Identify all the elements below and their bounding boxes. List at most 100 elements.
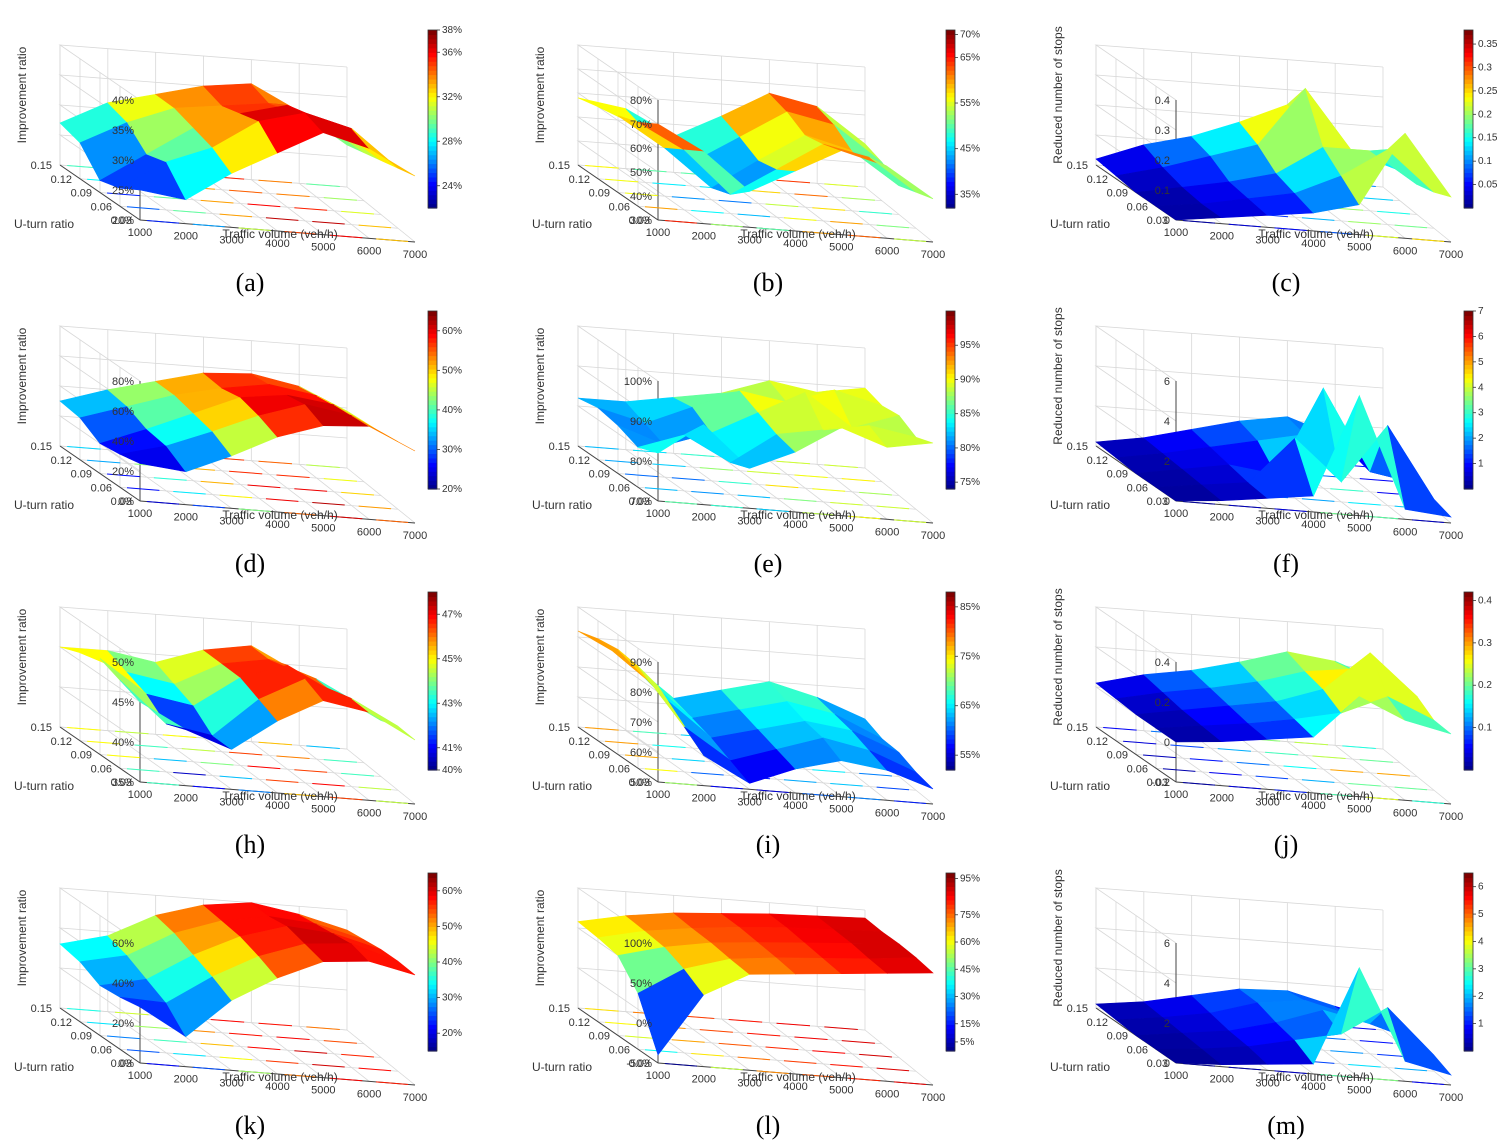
colorbar-segment — [1464, 61, 1473, 67]
contour-segment — [585, 727, 619, 731]
colorbar-segment — [428, 83, 437, 89]
colorbar-segment — [428, 190, 437, 196]
colorbar-segment — [428, 618, 437, 624]
surface-patch — [1340, 966, 1406, 1062]
colorbar-segment — [1464, 101, 1473, 107]
chart-b: 30% 40% 50% 60% 70% 80% 1000 2000 3000 4000 5000 60… — [532, 30, 980, 261]
colorbar-segment — [1464, 975, 1473, 981]
colorbar-segment — [1464, 743, 1473, 749]
contour-segment — [718, 1042, 752, 1047]
colorbar-segment — [428, 632, 437, 638]
contour-segment — [146, 1063, 179, 1067]
surface-patch — [351, 698, 416, 741]
colorbar-segment — [946, 346, 955, 352]
colorbar-segment — [428, 908, 437, 914]
y-axis-label: U-turn ratio — [532, 217, 592, 231]
contour-segment — [737, 1056, 771, 1061]
contour-segment — [126, 487, 160, 491]
colorbar-segment — [1464, 163, 1473, 169]
x-tick-label: 5000 — [1347, 242, 1371, 254]
colorbar-segment — [1464, 444, 1473, 450]
colorbar-tick-label: 0.25 — [1478, 86, 1498, 97]
colorbar-segment — [946, 38, 955, 44]
contour-segment — [258, 1022, 293, 1027]
colorbar-segment — [428, 997, 437, 1003]
colorbar-segment — [428, 926, 437, 932]
colorbar-tick-label: 28% — [442, 136, 462, 147]
colorbar-tick-label: 95% — [960, 873, 980, 884]
colorbar-tick-label: 45% — [442, 654, 462, 665]
y-tick-label: 0.06 — [91, 201, 112, 213]
surface-patch — [351, 128, 416, 177]
colorbar-segment — [428, 333, 437, 339]
y-axis-label: U-turn ratio — [14, 779, 74, 793]
colorbar-segment — [428, 185, 437, 191]
contour-segment — [747, 1032, 781, 1037]
panel-b: 30% 40% 50% 60% 70% 80% 1000 2000 3000 4000 5000 60… — [518, 20, 1018, 301]
colorbar-tick-label: 75% — [960, 651, 980, 662]
contour-segment — [747, 470, 781, 475]
contour-segment — [664, 1063, 697, 1067]
colorbar-segment — [946, 136, 955, 142]
contour-segment — [312, 782, 345, 787]
colorbar-segment — [428, 382, 437, 388]
colorbar-segment — [946, 913, 955, 919]
colorbar-segment — [428, 917, 437, 923]
contour-segment — [1320, 793, 1353, 797]
x-axis-label: Traffic volume (veh/h) — [222, 508, 337, 522]
contour-segment — [247, 203, 281, 208]
colorbar-tick-label: 60% — [442, 886, 462, 897]
x-tick-label: 1000 — [646, 789, 670, 801]
contour-segment — [1274, 508, 1307, 512]
x-axis-label: Traffic volume (veh/h) — [1258, 227, 1373, 241]
colorbar-segment — [428, 395, 437, 401]
contour-segment — [830, 782, 863, 787]
colorbar-tick-label: 50% — [442, 921, 462, 932]
colorbar-segment — [946, 993, 955, 999]
x-tick-label: 7000 — [921, 811, 945, 823]
colorbar-tick-label: 43% — [442, 698, 462, 709]
colorbar-segment — [1464, 92, 1473, 98]
contour-segment — [1412, 800, 1445, 804]
colorbar-tick-label: 2 — [1478, 991, 1484, 1002]
x-tick-label: 7000 — [921, 249, 945, 261]
contour-segment — [330, 234, 363, 239]
colorbar-segment — [946, 681, 955, 687]
colorbar-segment — [428, 672, 437, 678]
y-tick-label: 0.12 — [569, 455, 590, 467]
contour-segment — [802, 512, 835, 516]
colorbar-d: 20% 30% 40% 50% 60% — [427, 310, 462, 495]
colorbar-segment — [946, 1002, 955, 1008]
x-tick-label: 6000 — [357, 526, 381, 538]
y-tick-label: 0.03 — [1147, 496, 1168, 508]
colorbar-segment — [1464, 953, 1473, 959]
contour-segment — [585, 1008, 619, 1012]
y-tick-label: 0.09 — [589, 750, 610, 762]
y-tick-label: 0.03 — [1147, 777, 1168, 789]
colorbar-tick-label: 24% — [442, 181, 462, 192]
colorbar-segment — [946, 636, 955, 642]
colorbar-segment — [1464, 400, 1473, 406]
colorbar-segment — [428, 480, 437, 486]
x-tick-label: 5000 — [829, 242, 853, 254]
panel-label-h: (h) — [234, 830, 266, 859]
colorbar-tick-label: 95% — [960, 340, 980, 351]
contour-segment — [848, 1077, 881, 1082]
colorbar-segment — [1464, 154, 1473, 160]
colorbar-segment — [1464, 342, 1473, 348]
colorbar-segment — [428, 413, 437, 419]
colorbar-segment — [946, 962, 955, 968]
colorbar-segment — [946, 52, 955, 58]
surface-patch — [869, 750, 934, 790]
colorbar-segment — [428, 703, 437, 709]
colorbar-segment — [946, 167, 955, 173]
x-tick-label: 7000 — [921, 1092, 945, 1104]
colorbar-segment — [428, 114, 437, 120]
panel-label-i: (i) — [755, 830, 781, 859]
colorbar-segment — [946, 141, 955, 147]
colorbar-segment — [1464, 689, 1473, 695]
colorbar-segment — [1464, 1002, 1473, 1008]
contour-segment — [1228, 785, 1261, 790]
contour-segment — [728, 1019, 763, 1023]
colorbar-segment — [1464, 145, 1473, 151]
